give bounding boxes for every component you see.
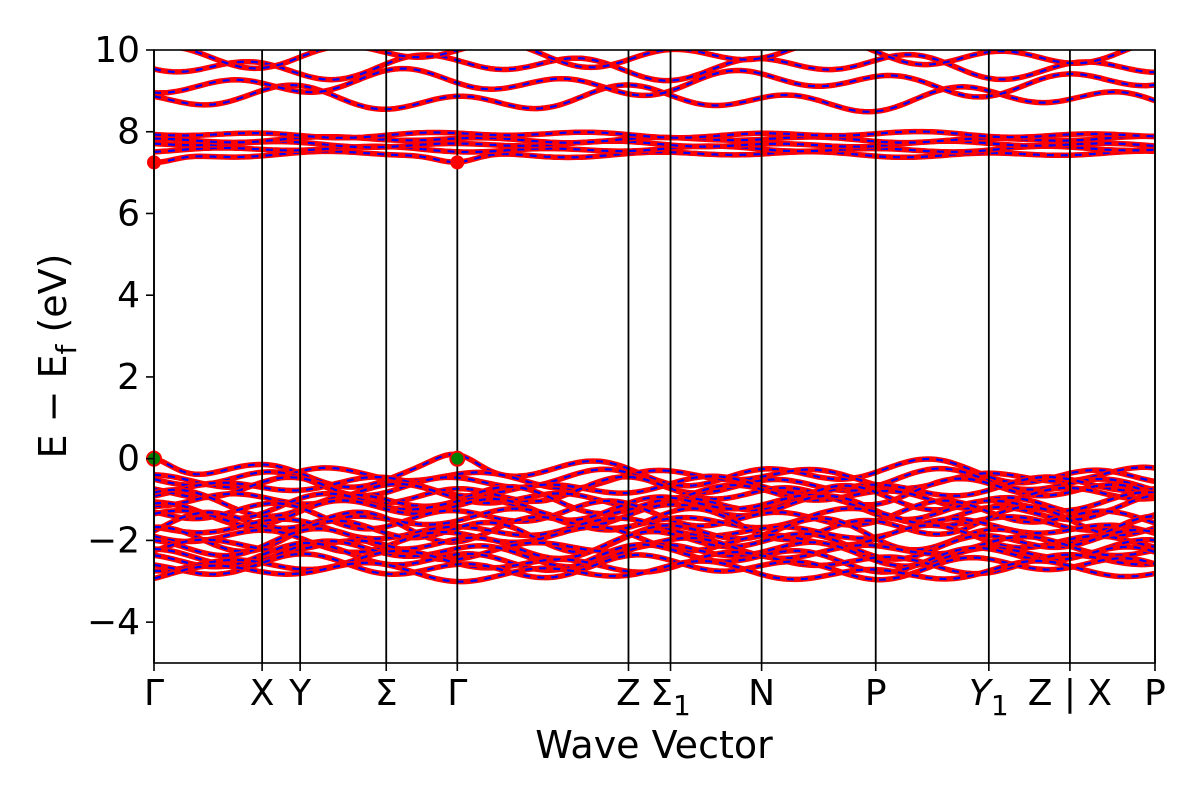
- band-line-blue-dashed: [154, 494, 1155, 528]
- x-tick-label: N: [748, 673, 775, 714]
- x-tick-label: P: [865, 673, 887, 714]
- y-tick-label: 8: [117, 112, 140, 153]
- x-tick-label: Γ: [144, 673, 164, 714]
- x-tick-label: Y1: [969, 673, 1009, 722]
- band-line-blue-dashed: [154, 559, 1155, 583]
- y-axis: −4 −2 0 2 4 6 8 10: [87, 30, 154, 643]
- x-axis: Γ X Y Σ Γ Z Σ1 N P Y1 Z | X P: [144, 663, 1166, 722]
- y-axis-title: E − Ef (eV): [31, 254, 83, 459]
- band-line-blue-dashed: [154, 475, 1155, 497]
- band-line-blue-dashed: [154, 527, 1155, 561]
- band-lines: [154, 50, 1155, 585]
- y-tick-label: 6: [117, 193, 140, 234]
- x-tick-label: X: [250, 673, 275, 714]
- band-line-red: [154, 128, 1155, 141]
- x-tick-label: Σ: [375, 673, 398, 714]
- x-tick-label: Y: [288, 673, 312, 714]
- x-tick-label: Γ: [447, 673, 467, 714]
- x-axis-title: Wave Vector: [535, 723, 773, 767]
- vbm-marker: [449, 450, 466, 467]
- y-tick-label: 2: [117, 357, 140, 398]
- plot-frame: [153, 49, 1156, 664]
- y-tick-label: 10: [94, 30, 140, 71]
- y-tick-label: −2: [87, 520, 140, 561]
- x-tick-label: Σ1: [650, 673, 691, 722]
- x-tick-label: Z: [616, 673, 641, 714]
- band-line-blue-dashed: [154, 466, 1155, 490]
- y-tick-label: 4: [117, 275, 140, 316]
- cbm-marker: [450, 155, 465, 170]
- y-tick-label: 0: [117, 439, 140, 480]
- band-line-red: [154, 138, 1155, 151]
- x-tick-label: P: [1144, 673, 1166, 714]
- x-tick-label: Z | X: [1028, 673, 1112, 714]
- band-line-red: [154, 82, 1155, 115]
- band-line-red: [154, 51, 1155, 84]
- y-tick-label: −4: [87, 602, 140, 643]
- band-extrema-markers: [146, 155, 466, 467]
